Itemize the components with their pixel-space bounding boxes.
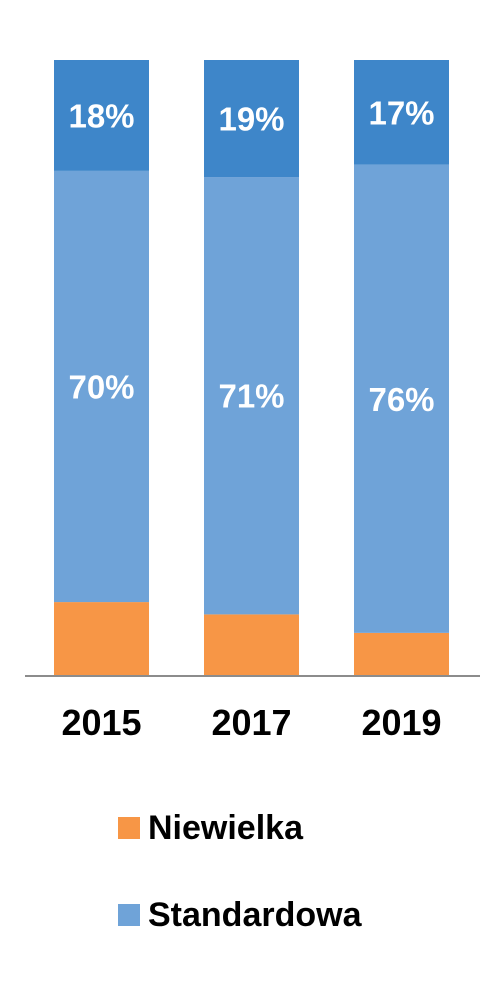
category-label-2017: 2017 (211, 702, 291, 743)
segment-labels-group: 70% 18% 71% 19% 76% 17% (68, 94, 434, 417)
legend-item-niewielka: Niewielka (118, 808, 303, 848)
bar-segment-2019-0 (354, 632, 449, 676)
data-label-2019-2: 17% (368, 94, 434, 131)
bar-segment-2017-2 (204, 60, 299, 178)
legend-swatch-standardowa (118, 904, 140, 926)
data-label-2019-1: 76% (368, 381, 434, 418)
bars-group (54, 60, 449, 676)
category-labels-group: 2015 2017 2019 (61, 702, 441, 743)
bar-segment-2019-2 (354, 60, 449, 165)
data-label-2015-2: 18% (68, 97, 134, 134)
legend-label-niewielka: Niewielka (148, 809, 303, 847)
bar-segment-2017-1 (204, 177, 299, 615)
category-label-2019: 2019 (361, 702, 441, 743)
category-label-2015: 2015 (61, 702, 141, 743)
bar-segment-2015-2 (54, 60, 149, 171)
bar-segment-2019-1 (354, 164, 449, 633)
legend-swatch-niewielka (118, 817, 140, 839)
bar-segment-2017-0 (204, 614, 299, 676)
legend-label-standardowa: Standardowa (148, 896, 362, 934)
data-label-2017-2: 19% (218, 101, 284, 138)
bar-segment-2015-1 (54, 170, 149, 603)
legend-item-standardowa: Standardowa (118, 895, 361, 935)
data-label-2015-1: 70% (68, 368, 134, 405)
stacked-bar-chart: 70% 18% 71% 19% 76% 17% 2015 2017 2019 (25, 60, 480, 743)
data-label-2017-1: 71% (218, 378, 284, 415)
bar-segment-2015-0 (54, 602, 149, 676)
